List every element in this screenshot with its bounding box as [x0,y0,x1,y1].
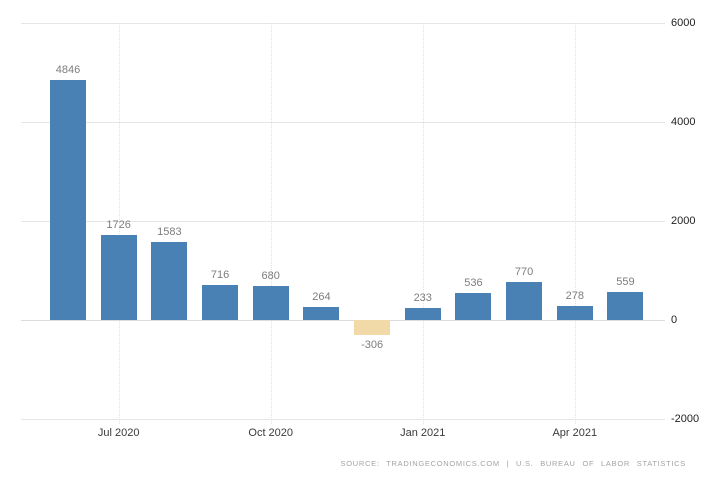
bar-value-label: 716 [210,268,230,281]
source-attribution: SOURCE: TRADINGECONOMICS.COM | U.S. BURE… [340,459,686,468]
bar-sep-2020[interactable] [202,284,239,320]
bar-value-label: -306 [361,339,384,352]
bar-jul-2020[interactable] [100,234,137,320]
x-axis-tick-label: Jan 2021 [400,427,446,439]
bar-nov-2020[interactable] [303,306,340,320]
bar-value-label: 559 [616,276,635,289]
y-gridline-6000 [21,23,665,24]
bar-may-2021[interactable] [607,292,644,320]
bar-value-label: 680 [261,270,280,283]
y-axis-tick-label: -2000 [671,413,700,425]
x-axis-tick-label: Jul 2020 [97,427,140,439]
y-gridline--2000 [21,419,665,420]
bar-mar-2021[interactable] [506,281,543,320]
y-axis-tick-label: 4000 [671,116,696,128]
bar-value-label: 770 [514,265,534,278]
bar-value-label: 264 [312,290,331,303]
x-gridline-apr-2021 [574,23,576,424]
bar-feb-2021[interactable] [455,293,492,320]
bar-value-label: 536 [464,277,483,290]
x-gridline-jul-2020 [118,23,120,424]
bar-value-label: 1583 [157,225,182,238]
bar-value-label: 233 [413,292,432,305]
bar-jan-2021[interactable] [404,308,441,320]
x-gridline-jan-2021 [422,23,424,424]
y-gridline-2000 [21,221,665,222]
y-gridline-0 [21,320,665,321]
x-axis-tick-label: Apr 2021 [552,427,598,439]
bar-aug-2020[interactable] [151,241,188,320]
bar-value-label: 278 [565,290,584,303]
bar-apr-2021[interactable] [556,306,593,320]
bar-value-label: 1726 [106,218,131,231]
x-axis-tick-label: Oct 2020 [248,427,294,439]
x-gridline-oct-2020 [270,23,272,424]
bar-value-label: 4846 [55,64,81,77]
y-axis-tick-label: 2000 [671,215,696,227]
y-gridline-4000 [21,122,665,123]
y-axis-tick-label: 6000 [671,17,696,29]
bar-dec-2020[interactable] [354,320,391,336]
bar-oct-2020[interactable] [252,286,289,320]
y-axis-tick-label: 0 [671,314,678,326]
bar-jun-2020[interactable] [50,80,86,320]
